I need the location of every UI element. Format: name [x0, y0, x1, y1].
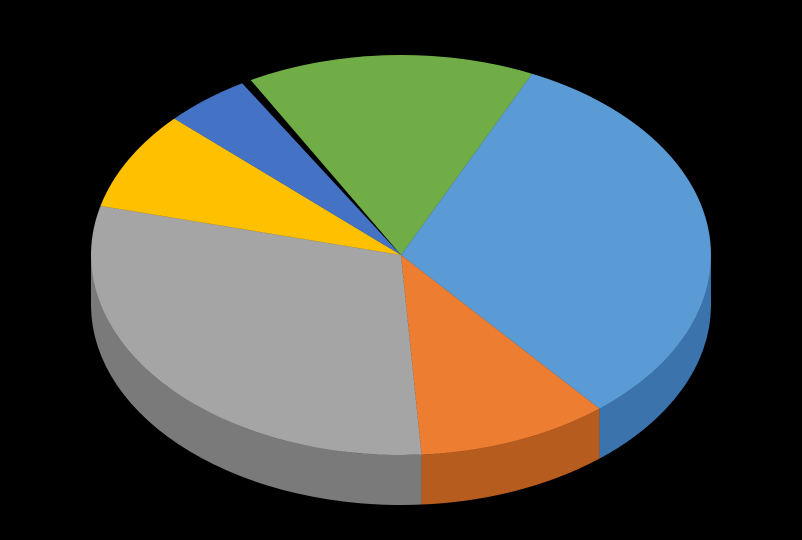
pie-chart-container: [0, 0, 802, 540]
pie-tops: [91, 55, 711, 455]
pie-chart: [0, 0, 802, 540]
